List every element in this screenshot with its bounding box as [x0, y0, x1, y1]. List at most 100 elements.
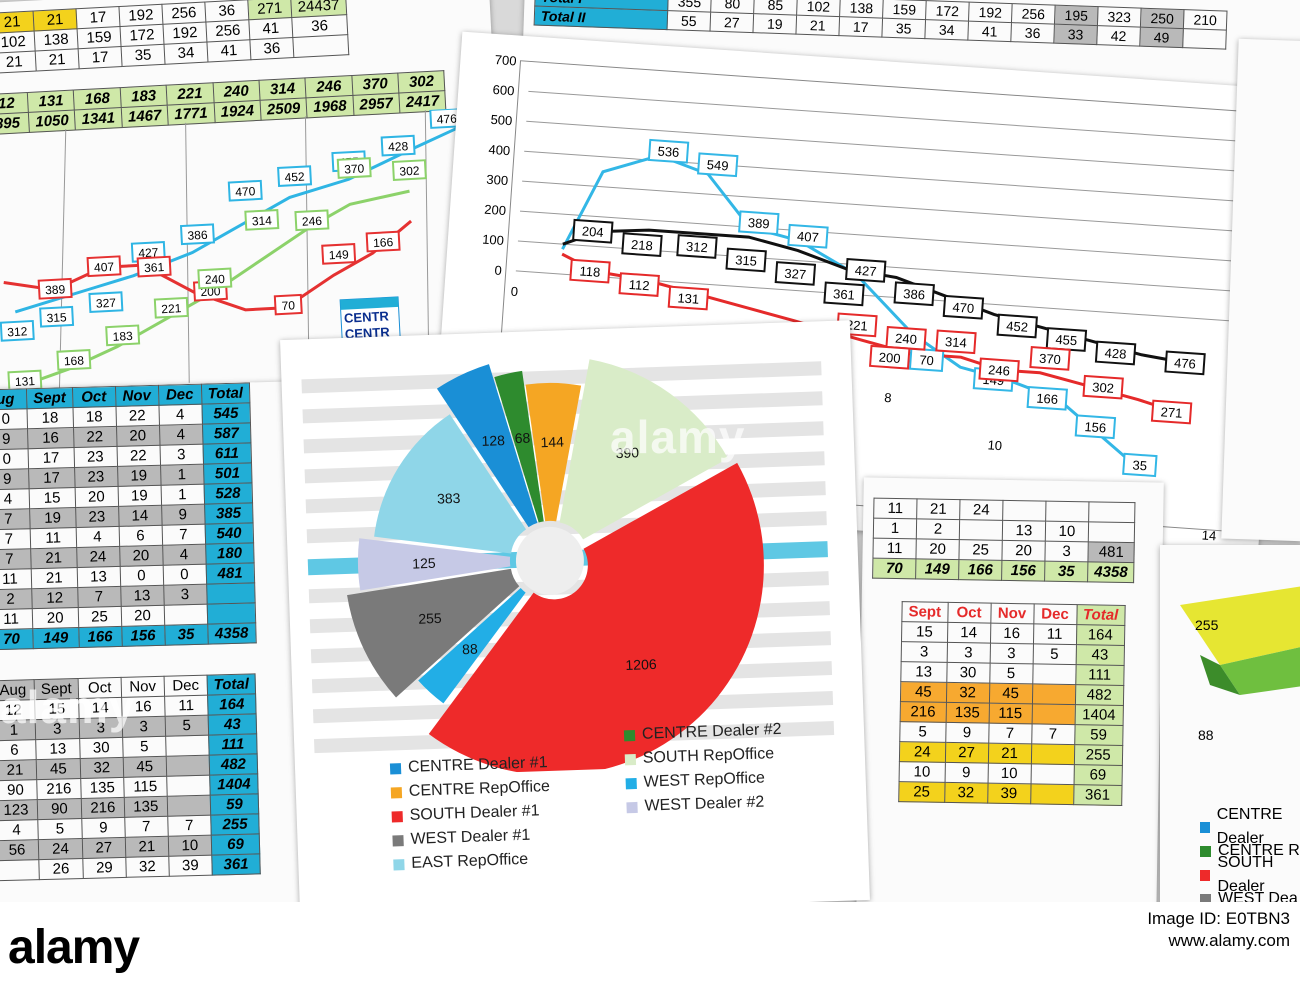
- table-cell: 135: [124, 796, 168, 818]
- table-cell: 16: [27, 427, 74, 449]
- table-cell: 256: [1011, 3, 1056, 25]
- watermark: alamy: [610, 411, 746, 463]
- right-top-table: 11 21 24 1 2 13 10 11 20 25 20 3 481 70 149 166 156 35…: [872, 498, 1136, 584]
- table-cell: 10: [1045, 521, 1089, 542]
- table-cell: 0: [162, 564, 207, 586]
- table-cell: 19: [117, 465, 161, 487]
- table-cell: 314: [258, 77, 307, 101]
- table-cell: 23: [74, 466, 118, 488]
- table-cell: 10: [899, 761, 945, 783]
- top-right-table: Total I 355 80 85 102 138 159 172 192 25…: [534, 0, 1228, 50]
- black-point-label: 476: [1174, 355, 1197, 371]
- table-cell: 255: [1073, 744, 1123, 766]
- table-total-row: 70 149 166 156 35 4358: [872, 558, 1135, 583]
- slice-value-label: 255: [418, 610, 442, 627]
- blue-point-label: 428: [388, 139, 409, 154]
- table-cell: 22: [73, 426, 117, 448]
- table-cell: 21: [0, 51, 37, 74]
- table-cell: 4: [162, 544, 206, 566]
- red-point-label: 131: [677, 290, 700, 306]
- table-cell: 481: [1087, 541, 1135, 563]
- table-cell: 138: [839, 0, 884, 19]
- table-cell: 6: [118, 525, 163, 547]
- table-cell: 9: [0, 468, 30, 490]
- table-cell: 11: [872, 538, 917, 559]
- table-cell: 24: [76, 546, 120, 568]
- column-header: Dec: [163, 675, 208, 697]
- sheet-right-pie: 255 88 CENTRE Dealer CENTRE Re SOUTH Dea…: [1160, 545, 1300, 925]
- table-cell: 9: [161, 504, 205, 526]
- legend-swatch: [391, 810, 403, 823]
- table-cell: 164: [207, 693, 257, 716]
- red-point-label: 361: [144, 260, 165, 275]
- table-cell: 45: [36, 758, 81, 780]
- table-cell: 4: [75, 526, 120, 548]
- table-cell: 59: [1074, 724, 1123, 746]
- black-point-label: 470: [952, 300, 975, 316]
- legend-label: WEST RepOffice: [643, 769, 766, 791]
- table-cell: 20: [915, 538, 960, 560]
- red-point-label: 314: [945, 334, 968, 350]
- green-point-label: 183: [112, 329, 133, 344]
- table-cell: 20: [1001, 540, 1046, 562]
- alamy-logo: alamy: [8, 921, 140, 974]
- table-cell: 7: [124, 816, 169, 838]
- table-cell: 22: [115, 405, 160, 427]
- table-cell: 5: [1032, 643, 1076, 665]
- red-point-label: 246: [988, 362, 1011, 378]
- black-point-label: 327: [784, 266, 807, 282]
- legend-swatch: [1200, 821, 1210, 833]
- table-cell: 24: [899, 741, 946, 763]
- legend-swatch: [1200, 869, 1211, 881]
- table-cell: 0: [119, 565, 164, 587]
- blue-point-label: 35: [1132, 457, 1147, 473]
- table-cell: 11: [873, 498, 917, 519]
- table-cell: 216: [36, 778, 82, 800]
- table-cell: 115: [988, 703, 1032, 724]
- blue-point-label: 312: [7, 324, 28, 339]
- table-cell: 192: [968, 2, 1013, 23]
- table-cell: 70: [0, 628, 34, 650]
- table-cell: 23: [75, 506, 119, 528]
- blue-point-label: 470: [235, 184, 256, 199]
- table-cell: 45: [988, 683, 1033, 704]
- table-cell: 13: [76, 566, 121, 588]
- table-cell: 85: [753, 0, 798, 16]
- table-cell: 1404: [209, 773, 259, 796]
- table-cell: 24: [38, 838, 83, 860]
- green-point-label: 240: [204, 272, 225, 287]
- table-cell: 1404: [1074, 704, 1124, 726]
- table-cell: 10: [168, 835, 212, 857]
- table-cell: 11: [30, 527, 77, 549]
- table-cell: 21: [987, 743, 1032, 764]
- table-cell: 5: [122, 736, 167, 758]
- table-cell: 361: [1073, 784, 1122, 806]
- table-cell: 482: [208, 753, 258, 776]
- table-cell: 11: [1032, 623, 1077, 645]
- column-header: Nov: [114, 385, 159, 407]
- table-cell: 33: [1053, 24, 1098, 45]
- table-cell: 156: [1001, 560, 1045, 582]
- table-cell: 45: [900, 681, 947, 703]
- legend-item: SOUTH Dealer: [1200, 854, 1300, 895]
- legend-label: SOUTH RepOffice: [642, 745, 775, 767]
- table-cell: 3: [163, 584, 207, 606]
- table-cell: 69: [1073, 764, 1123, 786]
- blue-point-label: 476: [436, 112, 457, 127]
- table-cell: 180: [205, 542, 254, 565]
- column-header: Total: [1076, 604, 1125, 626]
- table-cell: 528: [203, 482, 253, 505]
- slice-value-label: 1206: [625, 656, 657, 673]
- table-cell: 4: [158, 404, 202, 426]
- legend-item: CENTRE Re: [1200, 839, 1300, 863]
- blue-point-label: 386: [187, 228, 208, 243]
- column-header: ug: [0, 388, 28, 410]
- slice-west-dealer-1: [347, 568, 520, 698]
- black-point-label: 455: [1055, 332, 1078, 348]
- legend-label: CENTRE Dealer #2: [641, 720, 782, 743]
- legend-label: CENTR: [344, 308, 390, 325]
- table-cell: 5: [989, 663, 1033, 684]
- legend-label: CENTRE Dealer #1: [407, 754, 548, 776]
- black-point-label: 452: [1006, 318, 1029, 334]
- table-cell: 19: [29, 507, 76, 529]
